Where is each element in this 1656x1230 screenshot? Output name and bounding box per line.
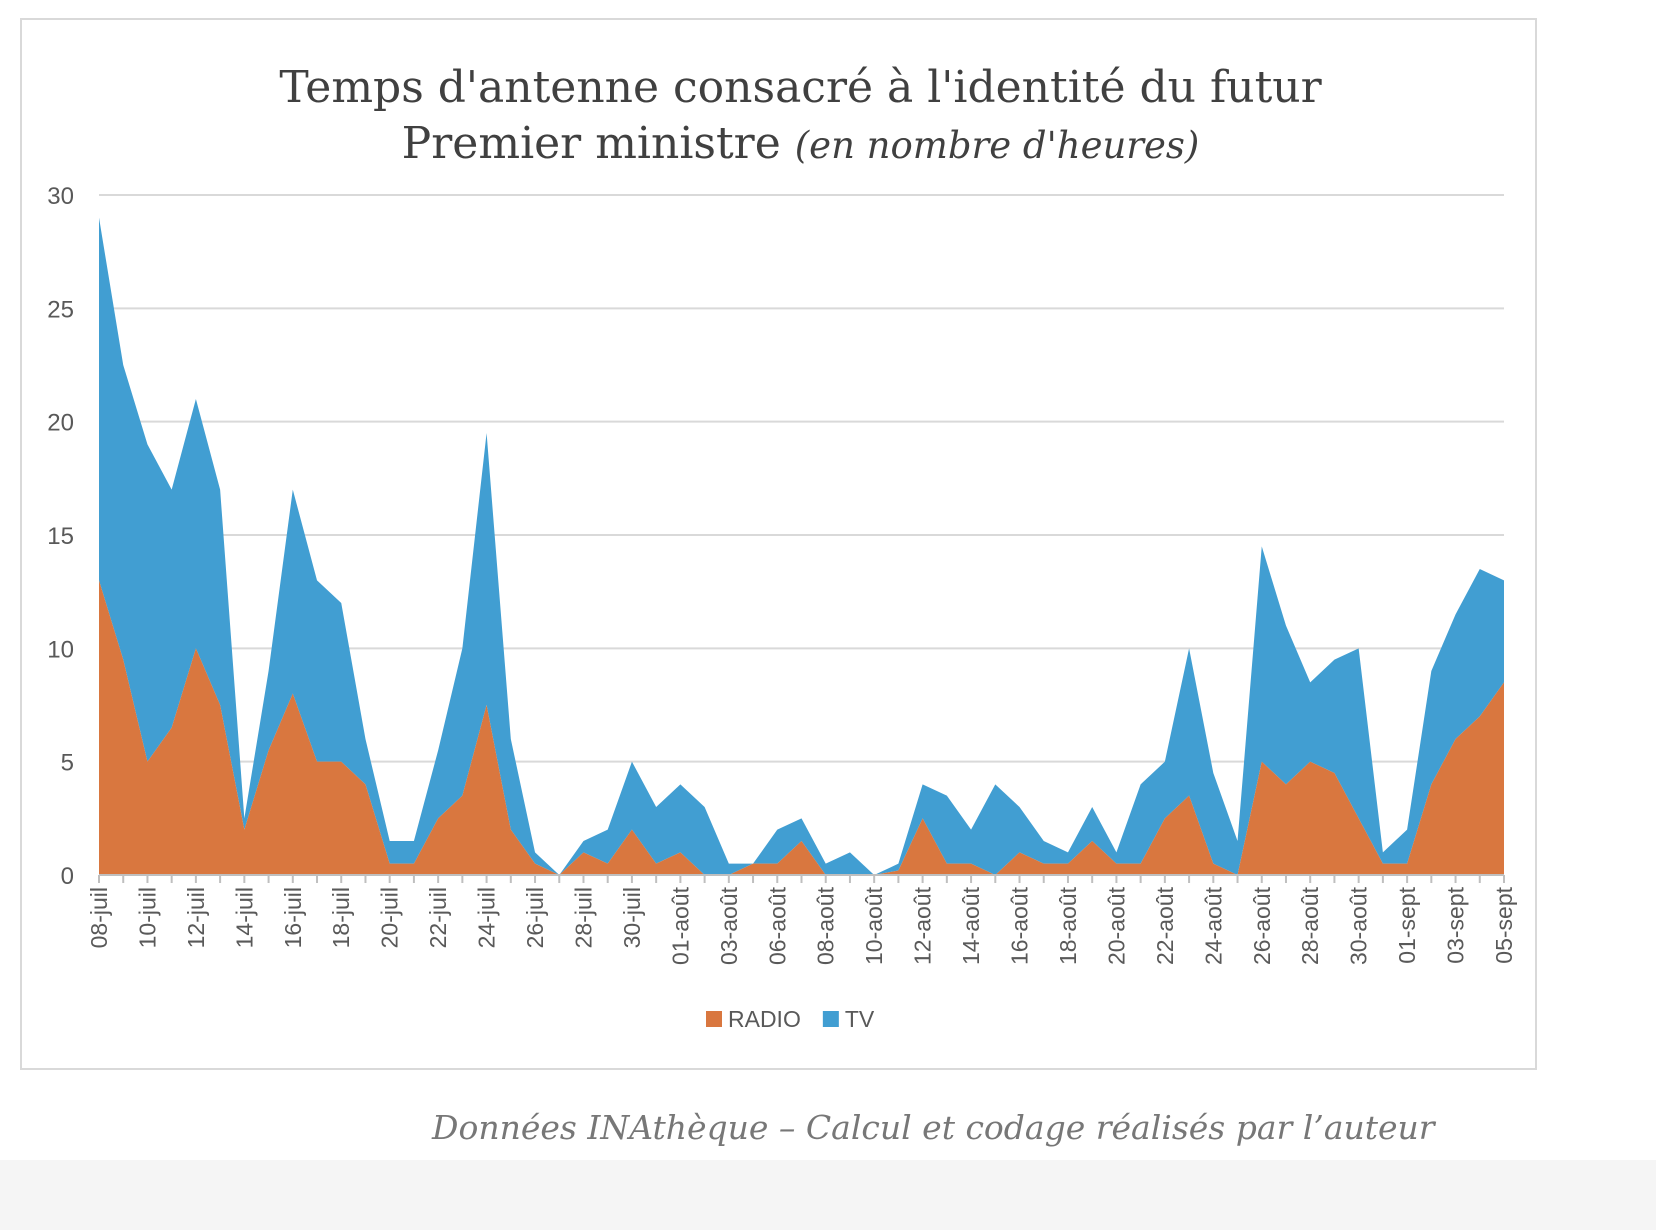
- y-tick-label: 10: [47, 636, 74, 663]
- legend-label-radio: RADIO: [728, 1006, 801, 1032]
- legend-swatch-tv: [822, 1011, 839, 1027]
- x-tick-label: 16-août: [1007, 886, 1033, 965]
- y-tick-label: 5: [61, 750, 74, 777]
- y-tick-label: 15: [47, 523, 74, 550]
- x-tick-label: 12-juil: [183, 887, 209, 948]
- legend-label-tv: TV: [845, 1006, 875, 1032]
- chart-subtitle: (en nombre d'heures): [794, 124, 1200, 167]
- chart-frame: Temps d'antenne consacré à l'identité du…: [20, 18, 1537, 1070]
- x-tick-label: 28-août: [1297, 886, 1323, 965]
- y-tick-label: 20: [47, 410, 74, 437]
- x-tick-label: 01-sept: [1394, 886, 1420, 963]
- source-caption: Données INAthèque – Calcul et codage réa…: [432, 1108, 1435, 1147]
- x-tick-label: 18-août: [1055, 886, 1081, 965]
- x-tick-label: 26-juil: [522, 887, 548, 948]
- x-tick-label: 24-juil: [474, 887, 500, 948]
- x-tick-label: 01-août: [667, 886, 693, 965]
- chart-title-main: Premier ministre: [401, 118, 781, 169]
- y-tick-label: 0: [61, 863, 74, 890]
- chart-title-line2: Premier ministre (en nombre d'heures): [22, 116, 1579, 174]
- x-tick-label: 28-juil: [570, 887, 596, 948]
- x-tick-label: 10-juil: [134, 887, 160, 948]
- x-tick-label: 18-juil: [328, 887, 354, 948]
- x-tick-label: 10-août: [861, 886, 887, 965]
- chart-title-line1: Temps d'antenne consacré à l'identité du…: [279, 62, 1322, 113]
- legend-swatch-radio: [706, 1011, 722, 1027]
- x-tick-label: 05-sept: [1491, 886, 1517, 963]
- area-chart: 0 5 10 15 20 25 30 08-juil 10-juil 12-juil 14-juil…: [47, 183, 1517, 1032]
- series-area-radio: [99, 580, 1504, 875]
- x-tick-label: 30-août: [1346, 886, 1372, 965]
- x-tick-label: 08-août: [813, 886, 839, 965]
- x-tick-label: 12-août: [910, 886, 936, 965]
- x-tick-label: 20-août: [1103, 886, 1129, 965]
- chart-title: Temps d'antenne consacré à l'identité du…: [22, 60, 1579, 174]
- x-tick-label: 24-août: [1200, 886, 1226, 965]
- x-tick-label: 14-juil: [231, 887, 257, 948]
- x-tick-label: 08-juil: [86, 887, 112, 948]
- x-tick-label: 20-juil: [377, 887, 403, 948]
- y-tick-label: 30: [47, 183, 74, 210]
- x-tick-label: 30-juil: [619, 887, 645, 948]
- y-tick-label: 25: [47, 296, 74, 323]
- x-tick-label: 16-juil: [280, 887, 306, 948]
- x-tick-label: 06-août: [764, 886, 790, 965]
- x-tick-label: 14-août: [958, 886, 984, 965]
- x-tick-label: 03-sept: [1443, 886, 1469, 963]
- series-area-tv: [99, 217, 1504, 875]
- footer-band: [0, 1160, 1656, 1230]
- x-tick-label: 26-août: [1249, 886, 1275, 965]
- x-tick-label: 22-juil: [425, 887, 451, 948]
- x-tick-label: 22-août: [1152, 886, 1178, 965]
- x-tick-label: 03-août: [716, 886, 742, 965]
